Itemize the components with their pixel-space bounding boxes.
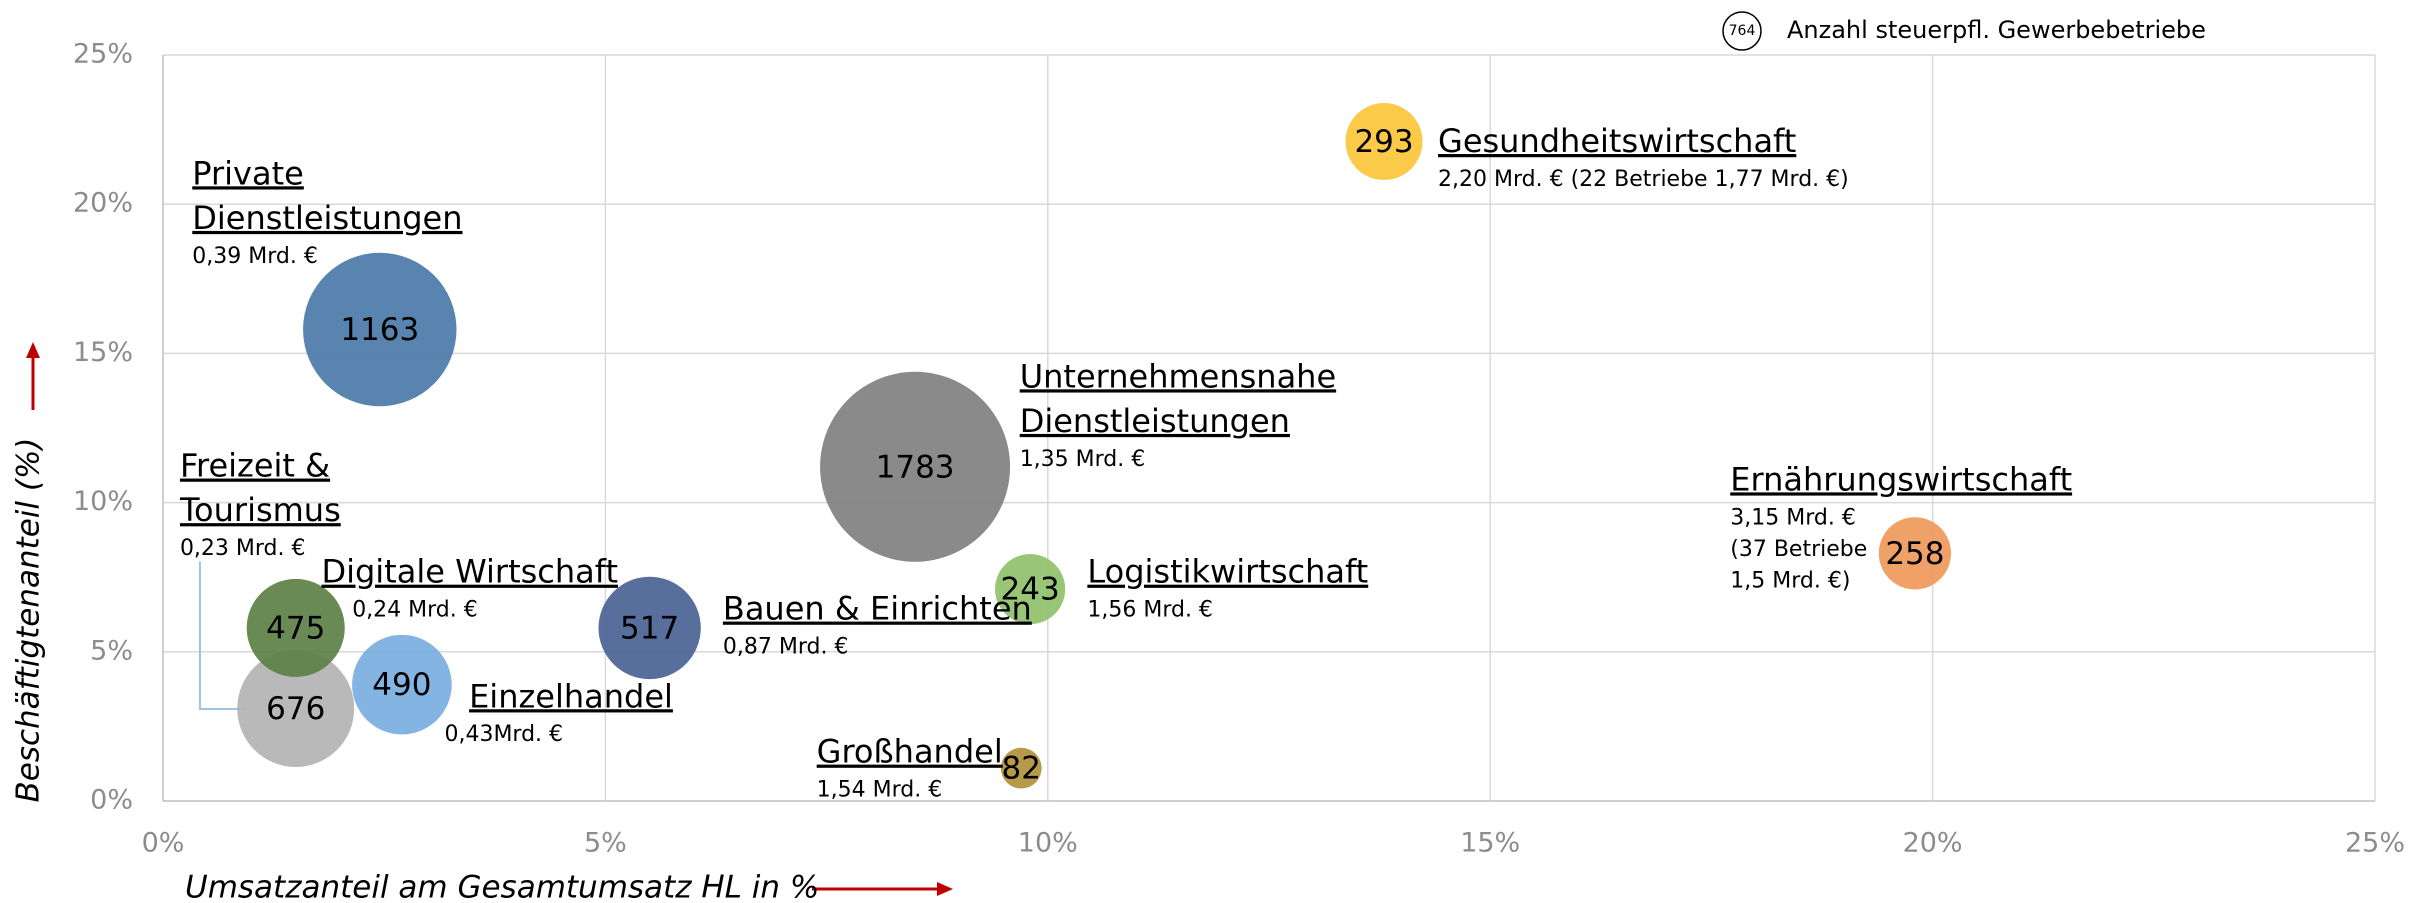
legend-label: Anzahl steuerpfl. Gewerbebetriebe bbox=[1787, 16, 2206, 44]
bubble-note: (37 Betriebe bbox=[1730, 537, 1867, 562]
y-tick-label: 10% bbox=[73, 486, 133, 517]
bubble-note: 1,54 Mrd. € bbox=[817, 778, 943, 803]
bubble-note: 1,35 Mrd. € bbox=[1020, 447, 1146, 472]
bubble-name: Logistikwirtschaft bbox=[1087, 553, 1368, 591]
bubble-name: Dienstleistungen bbox=[1020, 402, 1290, 440]
bubble-note: 1,56 Mrd. € bbox=[1087, 598, 1213, 623]
bubble-name: Tourismus bbox=[179, 491, 341, 529]
bubble-name: Freizeit & bbox=[180, 447, 330, 485]
x-tick-label: 20% bbox=[1903, 828, 1963, 859]
bubble-name: Unternehmensnahe bbox=[1020, 357, 1336, 395]
y-tick-label: 0% bbox=[90, 785, 133, 816]
bubble-note: 2,20 Mrd. € (22 Betriebe 1,77 Mrd. €) bbox=[1438, 167, 1849, 192]
y-axis-title: Beschäftigtenanteil (%) bbox=[11, 437, 47, 802]
bubble-name: Ernährungswirtschaft bbox=[1730, 460, 2072, 498]
bubble-name: Großhandel bbox=[817, 733, 1003, 771]
bubble-value: 490 bbox=[372, 667, 431, 703]
chart: Umsatzanteil am Gesamtumsatz HL in % Bes… bbox=[0, 0, 2412, 903]
bubble-value: 258 bbox=[1885, 536, 1944, 572]
bubble-name: Bauen & Einrichten bbox=[723, 590, 1032, 628]
bubble-value: 517 bbox=[620, 610, 679, 646]
bubble-name: Gesundheitswirtschaft bbox=[1438, 122, 1796, 160]
x-tick-label: 5% bbox=[584, 828, 627, 859]
x-tick-label: 10% bbox=[1018, 828, 1078, 859]
bubble-note: 0,87 Mrd. € bbox=[723, 634, 849, 659]
bubble-name: Private bbox=[192, 154, 304, 192]
y-tick-label: 25% bbox=[73, 39, 133, 70]
bubble-note: 0,23 Mrd. € bbox=[180, 536, 306, 561]
y-tick-label: 5% bbox=[90, 635, 133, 666]
bubble-value: 1163 bbox=[340, 312, 419, 348]
bubble-value: 676 bbox=[266, 691, 325, 727]
x-tick-label: 0% bbox=[142, 828, 185, 859]
bubble-note: 3,15 Mrd. € bbox=[1730, 505, 1856, 530]
connector bbox=[200, 561, 246, 709]
bubble-note: 1,5 Mrd. €) bbox=[1730, 568, 1850, 593]
bubble-value: 293 bbox=[1354, 124, 1413, 160]
bubble-name: Einzelhandel bbox=[469, 677, 673, 715]
bubble-name: Dienstleistungen bbox=[192, 199, 462, 237]
bubble-note: 0,24 Mrd. € bbox=[352, 598, 478, 623]
x-tick-label: 15% bbox=[1460, 828, 1520, 859]
bubble-note: 0,43Mrd. € bbox=[444, 722, 563, 747]
bubble-value: 1783 bbox=[876, 449, 955, 485]
bubble-note: 0,39 Mrd. € bbox=[192, 244, 318, 269]
y-tick-label: 15% bbox=[73, 337, 133, 368]
bubble-value: 475 bbox=[266, 610, 325, 646]
legend-sample: 764 bbox=[1729, 23, 1756, 39]
x-tick-label: 25% bbox=[2345, 828, 2405, 859]
bubble-value: 82 bbox=[1002, 751, 1041, 787]
y-tick-label: 20% bbox=[73, 188, 133, 219]
bubble-name: Digitale Wirtschaft bbox=[321, 553, 618, 591]
x-axis-title: Umsatzanteil am Gesamtumsatz HL in % bbox=[185, 870, 819, 903]
